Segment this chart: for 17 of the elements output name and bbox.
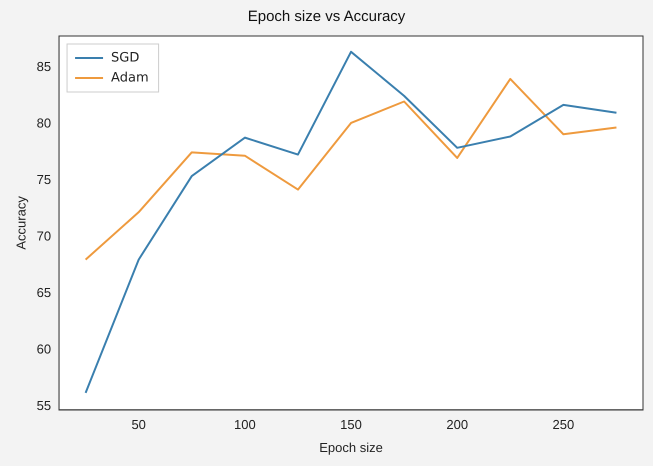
legend-label: Adam bbox=[111, 70, 149, 86]
x-axis-title: Epoch size bbox=[319, 440, 383, 455]
x-tick-label: 100 bbox=[234, 417, 256, 432]
y-tick-label: 70 bbox=[36, 228, 52, 244]
chart-title: Epoch size vs Accuracy bbox=[248, 8, 406, 26]
y-tick-label: 60 bbox=[36, 342, 52, 357]
y-tick-label: 55 bbox=[36, 398, 52, 413]
y-tick-label: 65 bbox=[36, 285, 52, 300]
y-axis-title: Accuracy bbox=[13, 196, 28, 250]
x-tick-label: 50 bbox=[131, 417, 146, 432]
y-tick-label: 80 bbox=[36, 116, 52, 131]
x-tick-label: 250 bbox=[552, 417, 574, 432]
legend-label: SGD bbox=[111, 50, 140, 66]
y-tick-label: 75 bbox=[36, 172, 52, 188]
x-tick-label: 200 bbox=[446, 417, 468, 432]
x-tick-label: 150 bbox=[340, 417, 362, 432]
y-tick-label: 85 bbox=[36, 59, 52, 74]
